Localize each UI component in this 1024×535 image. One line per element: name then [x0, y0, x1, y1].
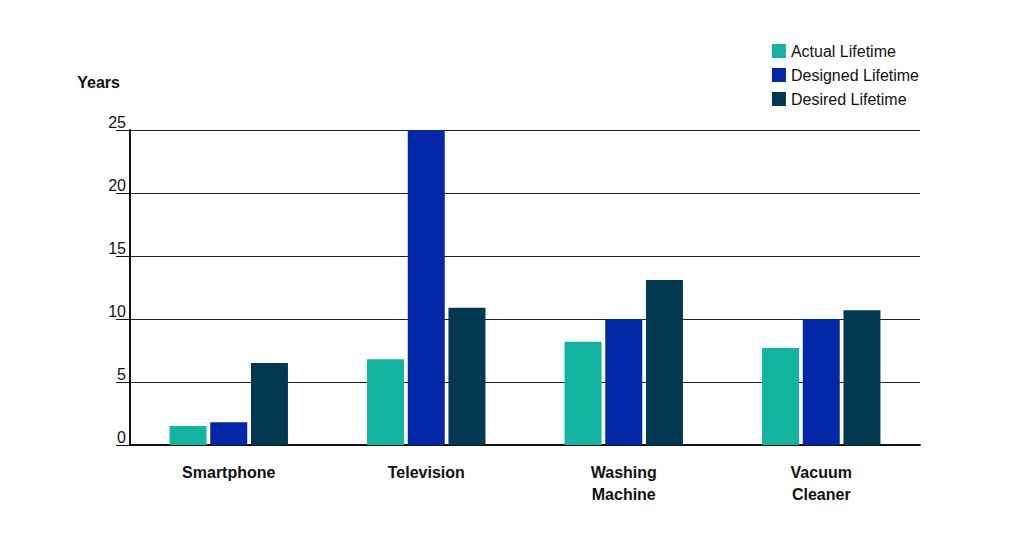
- svg-text:Cleaner: Cleaner: [792, 486, 851, 503]
- svg-text:Vacuum: Vacuum: [791, 464, 852, 481]
- svg-text:5: 5: [117, 366, 126, 383]
- svg-text:0: 0: [117, 429, 126, 446]
- svg-text:Years: Years: [77, 74, 120, 91]
- svg-text:25: 25: [108, 114, 126, 131]
- svg-text:Actual Lifetime: Actual Lifetime: [791, 43, 896, 60]
- svg-text:Designed Lifetime: Designed Lifetime: [791, 67, 919, 84]
- svg-text:Machine: Machine: [592, 486, 656, 503]
- svg-text:Smartphone: Smartphone: [182, 464, 275, 481]
- svg-text:Television: Television: [388, 464, 465, 481]
- svg-text:15: 15: [108, 240, 126, 257]
- svg-text:Desired Lifetime: Desired Lifetime: [791, 91, 907, 108]
- svg-text:20: 20: [108, 177, 126, 194]
- svg-text:10: 10: [108, 303, 126, 320]
- svg-text:Washing: Washing: [591, 464, 657, 481]
